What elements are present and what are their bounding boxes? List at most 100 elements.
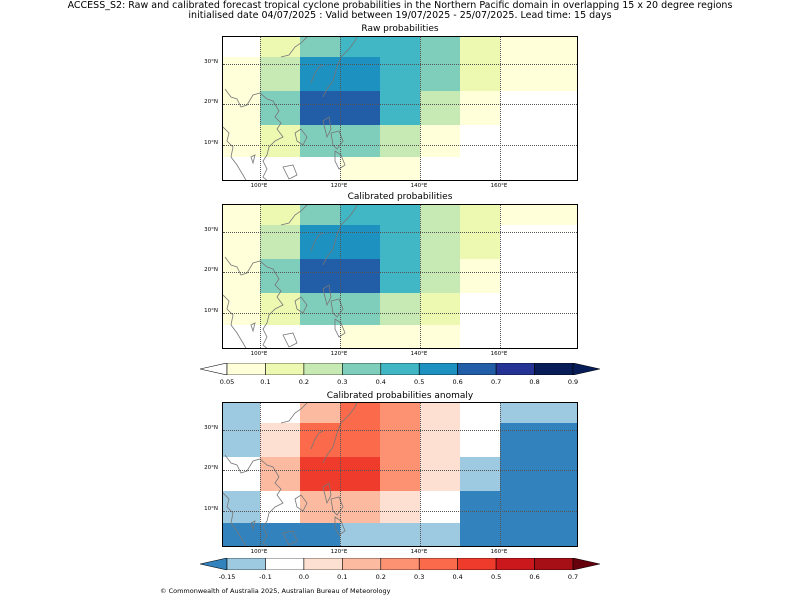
probability-colorbar [200,363,600,375]
colorbar-over-extension [572,363,600,375]
longitude-label: 100°E [250,183,268,189]
meridian-gridline [340,403,341,546]
region-cell [460,91,500,125]
colorbar-segment [226,363,266,375]
region-cell [460,157,500,180]
colorbar-segment [380,558,420,570]
region-cell [380,457,420,491]
parallel-gridline [223,232,577,233]
parallel-gridline [223,272,577,273]
longitude-label: 120°E [330,183,348,189]
colorbar-tick-label: 0.9 [567,378,579,386]
colorbar-over-extension [572,558,600,570]
colorbar-segment [342,558,382,570]
anomaly-colorbar [200,558,600,570]
figure-title-line2: initialised date 04/07/2025 : Valid betw… [188,10,612,21]
region-cell [260,259,300,293]
region-cell [420,125,460,157]
meridian-gridline [340,205,341,348]
latitude-label: 30°N [204,425,218,431]
colorbar-segment [534,363,574,375]
region-cell [460,37,500,57]
region-cell [223,157,260,180]
region-cell [420,57,460,91]
region-cell [223,457,260,491]
latitude-label: 10°N [204,140,218,146]
colorbar-tick-label: 0.1 [260,378,271,386]
longitude-label: 160°E [490,351,508,357]
region-cell [420,157,460,180]
region-cell [380,57,420,91]
meridian-gridline [420,403,421,546]
anomaly-map [222,402,578,547]
meridian-gridline [500,37,501,180]
region-cell [223,491,260,523]
region-cell [340,91,380,125]
region-cell [460,225,500,259]
region-cell [500,293,577,325]
region-cell [420,457,460,491]
region-cell [223,523,260,546]
colorbar-segment [265,363,305,375]
longitude-label: 160°E [490,183,508,189]
region-cell [460,325,500,348]
calibrated-probabilities-map [222,204,578,349]
region-cell [260,325,300,348]
colorbar-tick-label: -0.1 [259,573,272,581]
meridian-gridline [420,205,421,348]
colorbar-segment [534,558,574,570]
region-cell [223,293,260,325]
colorbar-tick-label: 0.5 [414,378,425,386]
panel-title-anomaly: Calibrated probabilities anomaly [326,391,474,401]
meridian-gridline [500,205,501,348]
colorbar-segment [457,363,497,375]
latitude-label: 20°N [204,267,218,273]
region-cell [380,37,420,57]
longitude-label: 120°E [330,351,348,357]
region-cell [300,423,340,457]
region-cell [260,523,300,546]
region-cell [460,125,500,157]
region-cell [420,293,460,325]
region-cell [460,57,500,91]
region-cell [260,125,300,157]
region-cell [260,403,300,423]
panel-title-raw: Raw probabilities [361,24,439,34]
region-cell [500,225,577,259]
colorbar-segment [303,363,343,375]
longitude-label: 120°E [330,549,348,555]
meridian-gridline [260,403,261,546]
region-cell [300,205,340,225]
region-cell [223,325,260,348]
region-cell [420,491,460,523]
region-cell [460,523,500,546]
region-cell [500,125,577,157]
panel-title-calibrated: Calibrated probabilities [347,192,453,202]
latitude-label: 10°N [204,308,218,314]
region-cell [460,457,500,491]
colorbar-tick-label: 0.2 [298,378,310,386]
region-cell [223,205,260,225]
region-cell [260,91,300,125]
colorbar-tick-label: 0.7 [567,573,579,581]
parallel-gridline [223,470,577,471]
raw-probabilities-map [222,36,578,181]
region-cell [380,293,420,325]
colorbar-under-extension [200,363,228,375]
colorbar-tick-label: 0.7 [490,378,502,386]
colorbar-tick-label: 0.6 [452,378,463,386]
region-cell [460,293,500,325]
colorbar-tick-label: 0.1 [337,573,348,581]
region-cell [500,37,577,57]
region-cell [223,91,260,125]
region-cell [500,523,577,546]
colorbar-segment [226,558,266,570]
region-cell [380,157,420,180]
region-cell [500,423,577,457]
colorbar-tick-label: 0.4 [375,378,386,386]
figure-title-line1: ACCESS_S2: Raw and calibrated forecast t… [67,0,733,11]
region-cell [300,57,340,91]
region-cell [500,205,577,225]
region-cell [380,491,420,523]
colorbar-tick-label: -0.15 [218,573,236,581]
